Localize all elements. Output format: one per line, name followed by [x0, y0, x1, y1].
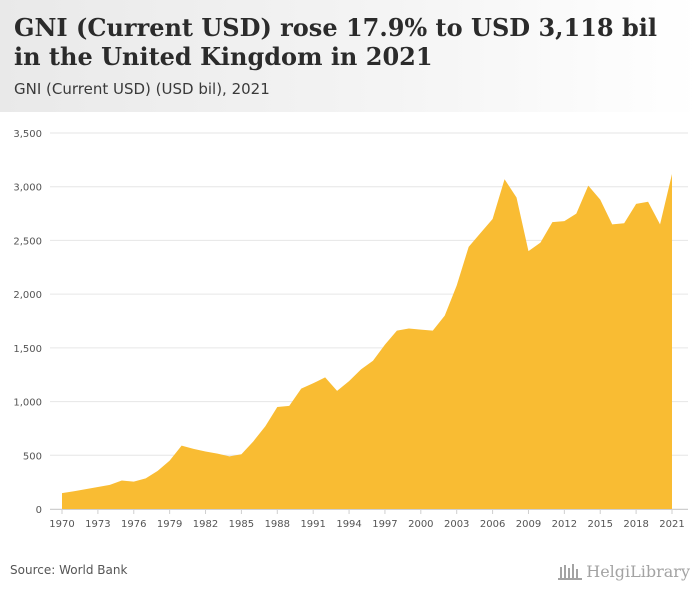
x-tick-label: 1985 — [229, 519, 254, 530]
data-point — [276, 406, 278, 408]
x-tick-label: 2009 — [516, 519, 541, 530]
data-point — [599, 198, 601, 200]
y-tick-label: 500 — [23, 451, 42, 462]
data-point — [324, 376, 326, 378]
data-point — [659, 223, 661, 225]
data-point — [133, 480, 135, 482]
data-point — [372, 360, 374, 362]
x-tick-label: 2018 — [623, 519, 648, 530]
data-point — [216, 452, 218, 454]
data-point — [396, 329, 398, 331]
brand-logo[interactable]: HelgiLibrary — [558, 560, 690, 582]
y-tick-label: 2,000 — [13, 290, 42, 301]
data-point — [479, 232, 481, 234]
x-tick-label: 2012 — [552, 519, 577, 530]
x-tick-label: 2021 — [659, 519, 684, 530]
data-point — [168, 459, 170, 461]
data-point — [467, 246, 469, 248]
x-tick-label: 1970 — [49, 519, 74, 530]
chart-subtitle: GNI (Current USD) (USD bil), 2021 — [14, 80, 270, 98]
data-point — [312, 382, 314, 384]
x-tick-label: 2000 — [408, 519, 433, 530]
x-tick-label: 2006 — [480, 519, 505, 530]
x-tick-label: 2015 — [588, 519, 613, 530]
y-tick-label: 3,000 — [13, 183, 42, 194]
data-point — [515, 196, 517, 198]
data-point — [527, 250, 529, 252]
gni-area — [62, 174, 672, 509]
y-tick-label: 1,500 — [13, 344, 42, 355]
x-tick-label: 1994 — [336, 519, 361, 530]
data-point — [264, 425, 266, 427]
area-chart: 0 500 1,000 1,500 2,000 2,500 3,000 3,500 1970 19… — [13, 129, 688, 530]
data-point — [456, 284, 458, 286]
data-point — [348, 380, 350, 382]
data-point — [109, 484, 111, 486]
chart-header: GNI (Current USD) rose 17.9% to USD 3,11… — [0, 0, 700, 112]
data-point — [539, 241, 541, 243]
y-tick-label: 3,500 — [13, 129, 42, 140]
data-point — [420, 328, 422, 330]
x-tick-label: 1991 — [300, 519, 325, 530]
data-point — [240, 453, 242, 455]
source-note: Source: World Bank — [10, 563, 128, 577]
data-point — [192, 448, 194, 450]
data-point — [73, 490, 75, 492]
brand-name: HelgiLibrary — [586, 561, 690, 581]
data-point — [121, 479, 123, 481]
data-point — [491, 218, 493, 220]
library-icon — [558, 564, 583, 580]
y-tick-label: 0 — [36, 505, 42, 516]
data-point — [288, 405, 290, 407]
y-tick-label: 2,500 — [13, 236, 42, 247]
data-point — [384, 343, 386, 345]
x-tick-label: 1988 — [265, 519, 290, 530]
data-point — [145, 477, 147, 479]
data-point — [551, 221, 553, 223]
x-tick-label: 1979 — [157, 519, 182, 530]
data-point — [408, 327, 410, 329]
x-tick-label: 1982 — [193, 519, 218, 530]
data-point — [671, 173, 673, 175]
x-tick-label: 2003 — [444, 519, 469, 530]
data-point — [503, 178, 505, 180]
area-layer — [61, 173, 673, 509]
data-point — [336, 390, 338, 392]
data-point — [252, 440, 254, 442]
x-tick-label: 1997 — [372, 519, 397, 530]
y-tick-label: 1,000 — [13, 398, 42, 409]
data-point — [180, 444, 182, 446]
axis-layer: 0 500 1,000 1,500 2,000 2,500 3,000 3,500 1970 19… — [13, 129, 688, 530]
data-point — [587, 184, 589, 186]
chart-title: GNI (Current USD) rose 17.9% to USD 3,11… — [14, 13, 657, 71]
data-point — [575, 212, 577, 214]
data-point — [563, 220, 565, 222]
data-point — [204, 450, 206, 452]
data-point — [300, 387, 302, 389]
data-point — [647, 201, 649, 203]
data-point — [360, 368, 362, 370]
data-point — [156, 470, 158, 472]
x-tick-label: 1973 — [85, 519, 110, 530]
data-point — [635, 203, 637, 205]
data-point — [85, 488, 87, 490]
x-tick-label: 1976 — [121, 519, 146, 530]
data-point — [623, 222, 625, 224]
data-point — [444, 314, 446, 316]
data-point — [432, 329, 434, 331]
data-point — [611, 223, 613, 225]
data-point — [97, 486, 99, 488]
data-point — [228, 455, 230, 457]
data-point — [61, 492, 63, 494]
